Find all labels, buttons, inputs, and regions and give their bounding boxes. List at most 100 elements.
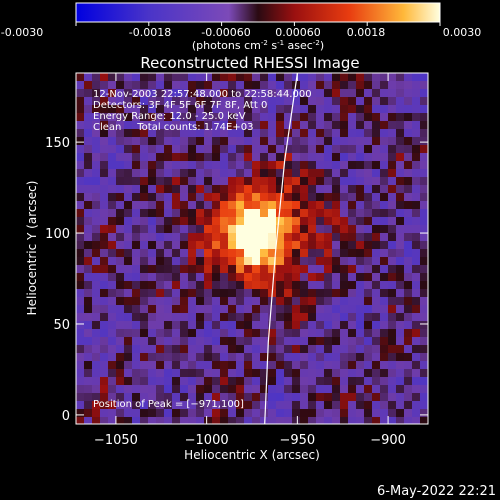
heatmap-cell	[284, 377, 292, 385]
heatmap-cell	[284, 153, 292, 161]
heatmap-cell	[316, 185, 324, 193]
heatmap-cell	[236, 145, 244, 153]
heatmap-cell	[348, 233, 356, 241]
heatmap-cell	[412, 169, 420, 177]
heatmap-cell	[292, 417, 300, 424]
heatmap-cell	[260, 249, 268, 257]
heatmap-cell	[316, 153, 324, 161]
heatmap-cell	[380, 137, 388, 145]
heatmap-cell	[332, 177, 340, 185]
heatmap-cell	[108, 401, 116, 409]
heatmap-cell	[156, 401, 164, 409]
heatmap-cell	[348, 185, 356, 193]
heatmap-cell	[396, 249, 404, 257]
heatmap-cell	[84, 249, 92, 257]
heatmap-cell	[380, 89, 388, 97]
heatmap-cell	[340, 393, 348, 401]
heatmap-cell	[236, 137, 244, 145]
annotation-time: 12-Nov-2003 22:57:48.000 to 22:58:44.000	[93, 89, 312, 100]
heatmap-cell	[228, 305, 236, 313]
heatmap-cell	[260, 385, 268, 393]
heatmap-cell	[108, 313, 116, 321]
heatmap-cell	[380, 193, 388, 201]
heatmap-cell	[252, 265, 260, 273]
heatmap-cell	[92, 201, 100, 209]
heatmap-cell	[108, 97, 116, 105]
heatmap-cell	[132, 113, 140, 121]
heatmap-cell	[212, 297, 220, 305]
heatmap-cell	[132, 313, 140, 321]
heatmap-cell	[396, 233, 404, 241]
heatmap-cell	[156, 273, 164, 281]
heatmap-cell	[236, 353, 244, 361]
heatmap-cell	[116, 353, 124, 361]
heatmap-cell	[380, 321, 388, 329]
heatmap-cell	[316, 385, 324, 393]
footer-date: 6-May-2022 22:21	[377, 484, 496, 499]
heatmap-cell	[276, 113, 284, 121]
heatmap-cell	[404, 185, 412, 193]
heatmap-cell	[324, 289, 332, 297]
heatmap-cell	[244, 401, 252, 409]
heatmap-cell	[260, 193, 268, 201]
heatmap-cell	[316, 177, 324, 185]
heatmap-cell	[132, 305, 140, 313]
heatmap-cell	[316, 401, 324, 409]
heatmap-cell	[92, 353, 100, 361]
heatmap-cell	[236, 393, 244, 401]
heatmap-cell	[308, 73, 316, 81]
heatmap-cell	[308, 409, 316, 417]
heatmap-cell	[252, 417, 260, 424]
heatmap-cell	[220, 121, 228, 129]
heatmap-cell	[292, 265, 300, 273]
heatmap-cell	[412, 185, 420, 193]
heatmap-cell	[84, 345, 92, 353]
heatmap-cell	[348, 129, 356, 137]
heatmap-cell	[108, 273, 116, 281]
heatmap-cell	[252, 81, 260, 89]
heatmap-cell	[92, 409, 100, 417]
heatmap-cell	[260, 97, 268, 105]
heatmap-cell	[284, 161, 292, 169]
heatmap-cell	[148, 329, 156, 337]
heatmap-cell	[412, 417, 420, 424]
heatmap-cell	[388, 289, 396, 297]
heatmap-cell	[220, 209, 228, 217]
heatmap-cell	[204, 241, 212, 249]
heatmap-cell	[308, 177, 316, 185]
heatmap-cell	[116, 257, 124, 265]
heatmap-cell	[76, 337, 84, 345]
heatmap-cell	[92, 401, 100, 409]
heatmap-cell	[420, 193, 428, 201]
heatmap-cell	[284, 97, 292, 105]
heatmap-cell	[108, 233, 116, 241]
heatmap-cell	[412, 241, 420, 249]
heatmap-cell	[324, 361, 332, 369]
heatmap-cell	[100, 369, 108, 377]
heatmap-cell	[92, 137, 100, 145]
heatmap-cell	[276, 321, 284, 329]
heatmap-cell	[308, 145, 316, 153]
heatmap-cell	[116, 281, 124, 289]
heatmap-cell	[364, 273, 372, 281]
heatmap-cell	[108, 129, 116, 137]
heatmap-cell	[332, 233, 340, 241]
heatmap-cell	[252, 129, 260, 137]
heatmap-cell	[340, 345, 348, 353]
heatmap-cell	[396, 145, 404, 153]
heatmap-cell	[356, 401, 364, 409]
heatmap-cell	[140, 137, 148, 145]
heatmap-cell	[124, 153, 132, 161]
heatmap-cell	[116, 89, 124, 97]
heatmap-cell	[140, 73, 148, 81]
heatmap-cell	[124, 329, 132, 337]
heatmap-cell	[332, 137, 340, 145]
heatmap-cell	[348, 209, 356, 217]
heatmap-cell	[380, 129, 388, 137]
heatmap-cell	[380, 249, 388, 257]
heatmap-cell	[212, 361, 220, 369]
heatmap-cell	[268, 329, 276, 337]
heatmap-cell	[164, 329, 172, 337]
heatmap-cell	[132, 393, 140, 401]
